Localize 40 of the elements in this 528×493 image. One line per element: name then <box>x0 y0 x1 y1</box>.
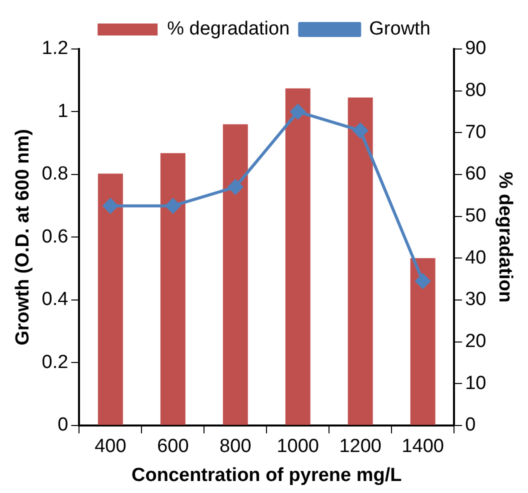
point <box>415 274 430 289</box>
x-tick-label: 800 <box>220 436 252 458</box>
x-axis-title: Concentration of pyrene mg/L <box>132 464 402 486</box>
y2-tick-label: 90 <box>465 38 486 60</box>
x-tick-label: 600 <box>157 436 189 458</box>
x-tick-label: 400 <box>94 436 126 458</box>
y-tick-label: 0.8 <box>42 164 68 185</box>
y-tick-label: 1 <box>58 100 68 122</box>
y-tick-label: 1.2 <box>42 38 68 60</box>
y-tick-label: 0.6 <box>42 226 68 248</box>
bar <box>222 124 248 425</box>
bar <box>98 174 123 425</box>
legend-label: % degradation <box>167 18 290 40</box>
y-tick-label: 0.2 <box>42 352 68 373</box>
point <box>102 198 118 214</box>
y2-tick-label: 60 <box>465 164 486 185</box>
y2-tick-label: 10 <box>465 372 486 394</box>
y2-tick-label: 70 <box>465 122 486 143</box>
y-axis-title: Growth (O.D. at 600 nm) <box>12 128 34 346</box>
point <box>228 180 243 195</box>
y2-tick-label: 20 <box>465 330 486 352</box>
y2-tick-label: 50 <box>465 206 486 227</box>
y2-axis-title: % degradation <box>494 172 516 303</box>
x-tick-label: 1400 <box>402 436 444 458</box>
y2-tick-label: 0 <box>465 414 476 436</box>
legend-label: Growth <box>369 18 430 40</box>
x-tick-label: 1200 <box>339 436 382 458</box>
y2-tick-label: 30 <box>465 289 486 310</box>
bar <box>160 153 186 425</box>
bar <box>348 98 373 425</box>
bar <box>285 88 310 425</box>
point <box>352 123 368 138</box>
x-tick-label: 1000 <box>276 436 320 458</box>
point <box>165 198 180 214</box>
y-tick-label: 0 <box>58 414 68 436</box>
point <box>290 104 306 120</box>
y2-tick-label: 40 <box>465 247 486 268</box>
y2-tick-label: 80 <box>465 80 486 102</box>
y-tick-label: 0.4 <box>42 289 69 310</box>
bar <box>410 258 436 425</box>
